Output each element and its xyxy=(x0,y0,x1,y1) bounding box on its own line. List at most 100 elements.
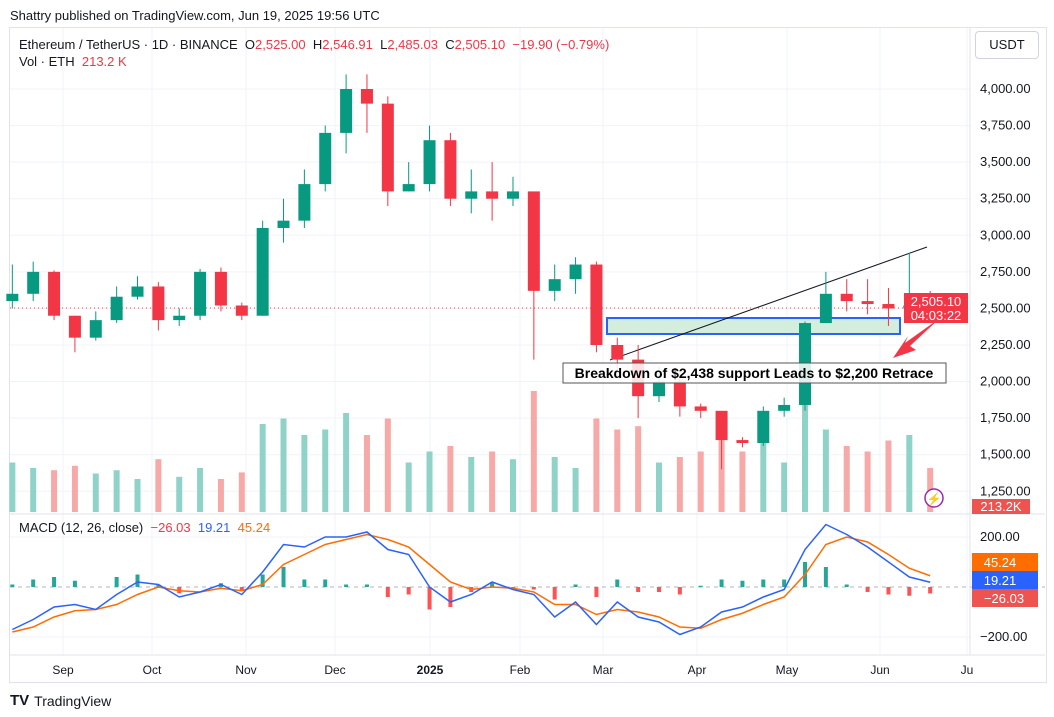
volume-label: Vol · ETH xyxy=(19,54,75,69)
macd-hist-bar xyxy=(552,587,557,600)
tv-logo-icon: TV xyxy=(10,692,30,709)
volume-bar xyxy=(405,462,412,512)
volume-bar xyxy=(259,424,266,512)
volume-bar xyxy=(92,473,99,512)
y-tick-label: 2,000.00 xyxy=(980,374,1031,389)
arrow-annotation[interactable] xyxy=(893,318,940,358)
y-tick-label: 1,500.00 xyxy=(980,447,1031,462)
macd-hist-bar xyxy=(907,587,912,596)
tradingview-logo[interactable]: TV TradingView xyxy=(10,692,112,709)
candle-body xyxy=(611,344,624,360)
macd-hist-bar xyxy=(928,587,933,594)
macd-hist-bar xyxy=(323,579,328,587)
candle-body xyxy=(6,293,19,302)
signal-tag-value: 45.24 xyxy=(984,555,1017,570)
macd-line xyxy=(12,523,931,636)
candle-body xyxy=(882,304,895,309)
macd-hist-bar xyxy=(865,587,870,592)
volume-bar xyxy=(155,459,162,512)
low-value: 2,485.03 xyxy=(387,37,438,52)
x-tick-label: Ju xyxy=(961,663,974,677)
trendline[interactable] xyxy=(609,246,928,361)
lightning-icon[interactable] xyxy=(924,488,944,508)
annotation-text[interactable]: Breakdown of $2,438 support Leads to $2,… xyxy=(575,365,934,381)
macd-hist-bar xyxy=(886,587,891,595)
volume-bar xyxy=(822,429,829,512)
volume-bar xyxy=(322,429,329,512)
candle-body xyxy=(757,410,770,443)
change-value: −19.90 (−0.79%) xyxy=(512,37,610,52)
candle-body xyxy=(653,381,665,397)
candle-body xyxy=(48,271,61,316)
volume-bar xyxy=(781,462,788,512)
price-tag-value: 2,505.10 xyxy=(911,294,962,309)
currency-button[interactable]: USDT xyxy=(975,31,1039,59)
x-tick-label: Dec xyxy=(324,663,345,677)
macd-hist-bar xyxy=(782,579,787,587)
open-value: 2,525.00 xyxy=(255,37,306,52)
macd-hist-bar xyxy=(594,587,599,597)
high-value: 2,546.91 xyxy=(322,37,373,52)
macd-hist-bar xyxy=(677,587,682,595)
macd-hist-bar xyxy=(761,579,766,587)
y-tick-label: 2,500.00 xyxy=(980,300,1031,315)
volume-bar xyxy=(906,435,913,512)
support-zone[interactable] xyxy=(606,317,901,335)
volume-tag-value: 213.2K xyxy=(980,499,1022,514)
volume-bar xyxy=(885,440,892,512)
volume-bar xyxy=(864,451,871,512)
volume-bar xyxy=(238,472,245,512)
candle-body xyxy=(68,315,81,338)
candle-body xyxy=(590,264,603,345)
macd-hist-bar xyxy=(406,587,411,595)
volume-bar xyxy=(656,462,662,512)
candle-body xyxy=(381,103,394,192)
y-tick-label: 1,250.00 xyxy=(980,483,1031,498)
macd-hist-bar xyxy=(615,579,620,587)
candle-body xyxy=(152,286,165,321)
candle-body xyxy=(506,191,519,199)
candle-body xyxy=(423,140,436,185)
macd-hist-bar xyxy=(531,587,536,590)
candle-body xyxy=(110,296,123,321)
macd-hist-bar xyxy=(448,587,453,607)
volume-value: 213.2 K xyxy=(81,54,127,69)
macd-hist-bar xyxy=(156,584,161,587)
symbol-legend: Ethereum / TetherUS · 1D · BINANCE O2,52… xyxy=(19,37,610,69)
volume-bar xyxy=(9,462,16,512)
macd-hist-bar xyxy=(135,574,140,587)
candle-body xyxy=(360,89,373,104)
publisher-line: Shattry published on TradingView.com, Ju… xyxy=(10,8,380,23)
volume-bar xyxy=(176,476,183,512)
macd-hist-bar xyxy=(72,580,77,587)
candle-body xyxy=(173,315,186,321)
candle-body xyxy=(89,320,102,338)
volume-bar xyxy=(71,465,78,512)
volume-bar xyxy=(197,468,204,512)
x-tick-label: Jun xyxy=(870,663,889,677)
axes: Sep Oct Nov Dec 2025 Feb Mar Apr May Jun Ju 4,000.0… xyxy=(52,81,1030,677)
volume-bar xyxy=(635,426,642,512)
volume-bar xyxy=(343,413,350,512)
macd-hist-bar xyxy=(344,584,349,587)
macd-hist-bar xyxy=(281,567,286,587)
candle-body xyxy=(840,293,853,302)
candles xyxy=(6,74,937,470)
volume-bar xyxy=(489,451,496,512)
macd-hist-bar xyxy=(364,584,369,587)
lightning-glyph: ⚡ xyxy=(927,492,942,506)
volume-bar xyxy=(280,418,287,512)
candle-body xyxy=(694,406,707,411)
macd-pane xyxy=(10,523,1045,636)
volume-bar xyxy=(739,451,746,512)
volume-bar xyxy=(551,457,558,512)
candle-body xyxy=(27,271,40,294)
hist-tag xyxy=(972,589,1038,607)
volume-bar xyxy=(509,459,516,512)
candle-body xyxy=(486,191,499,199)
candle-body xyxy=(527,191,540,291)
volume-bar xyxy=(843,446,850,512)
macd-hist-bar xyxy=(114,577,119,587)
volume-bar xyxy=(530,391,537,512)
